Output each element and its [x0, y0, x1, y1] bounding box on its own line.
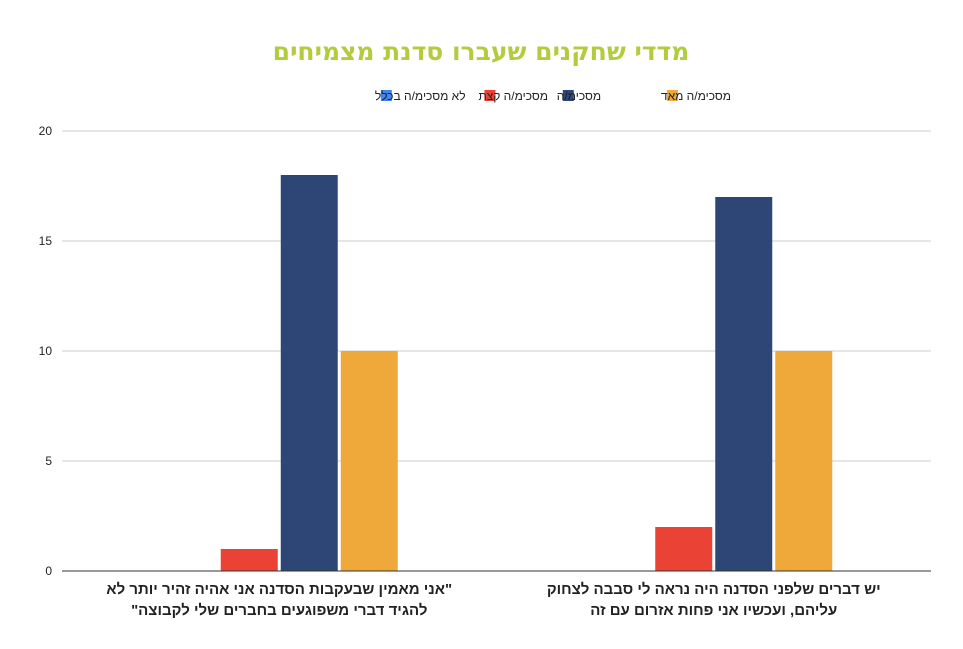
x-tick-label: יש דברים שלפני הסדנה היה נראה לי סבבה לצ… [547, 581, 881, 598]
bar [655, 527, 713, 571]
legend-item: מסכימ/ה מאד [661, 89, 731, 103]
legend-swatch [484, 90, 496, 101]
y-tick-label: 15 [39, 234, 53, 248]
bar [775, 351, 833, 571]
y-tick-label: 5 [45, 454, 52, 468]
x-axis: יש דברים שלפני הסדנה היה נראה לי סבבה לצ… [106, 581, 880, 619]
y-axis: 0 5 10 15 20 [39, 124, 53, 578]
y-tick-label: 10 [39, 344, 53, 358]
legend: מסכימ/ה מאד מסכימ/ה מסכימ/ה קצת לא מסכימ/ה … [375, 89, 731, 103]
y-tick-label: 0 [45, 564, 52, 578]
legend-swatch [380, 90, 392, 101]
bar [340, 351, 398, 571]
legend-swatch [562, 90, 574, 101]
bar [220, 549, 278, 571]
legend-item: מסכימ/ה [557, 89, 601, 103]
legend-label: מסכימ/ה קצת [478, 89, 548, 103]
chart-title: מדדי שחקנים שעברו סדנת מצמיחים [273, 37, 690, 66]
bars [220, 175, 833, 571]
legend-label: מסכימ/ה [557, 89, 601, 103]
bar [715, 197, 773, 571]
legend-item: מסכימ/ה קצת [478, 89, 548, 103]
legend-swatch [666, 90, 678, 101]
legend-item: לא מסכימ/ה בכלל [375, 89, 466, 103]
legend-label: מסכימ/ה מאד [661, 89, 731, 103]
x-tick-label: עליהם, ועכשיו אני פחות אזרום עם זה [590, 602, 837, 619]
x-tick-label: "אני מאמין שבעקבות הסדנה אני אהיה זהיר י… [106, 581, 452, 598]
y-tick-label: 20 [39, 124, 53, 138]
bar [280, 175, 338, 571]
x-tick-label: להגיד דברי משפוגעים בחברים שלי לקבוצה" [131, 602, 427, 619]
legend-label: לא מסכימ/ה בכלל [375, 89, 466, 103]
